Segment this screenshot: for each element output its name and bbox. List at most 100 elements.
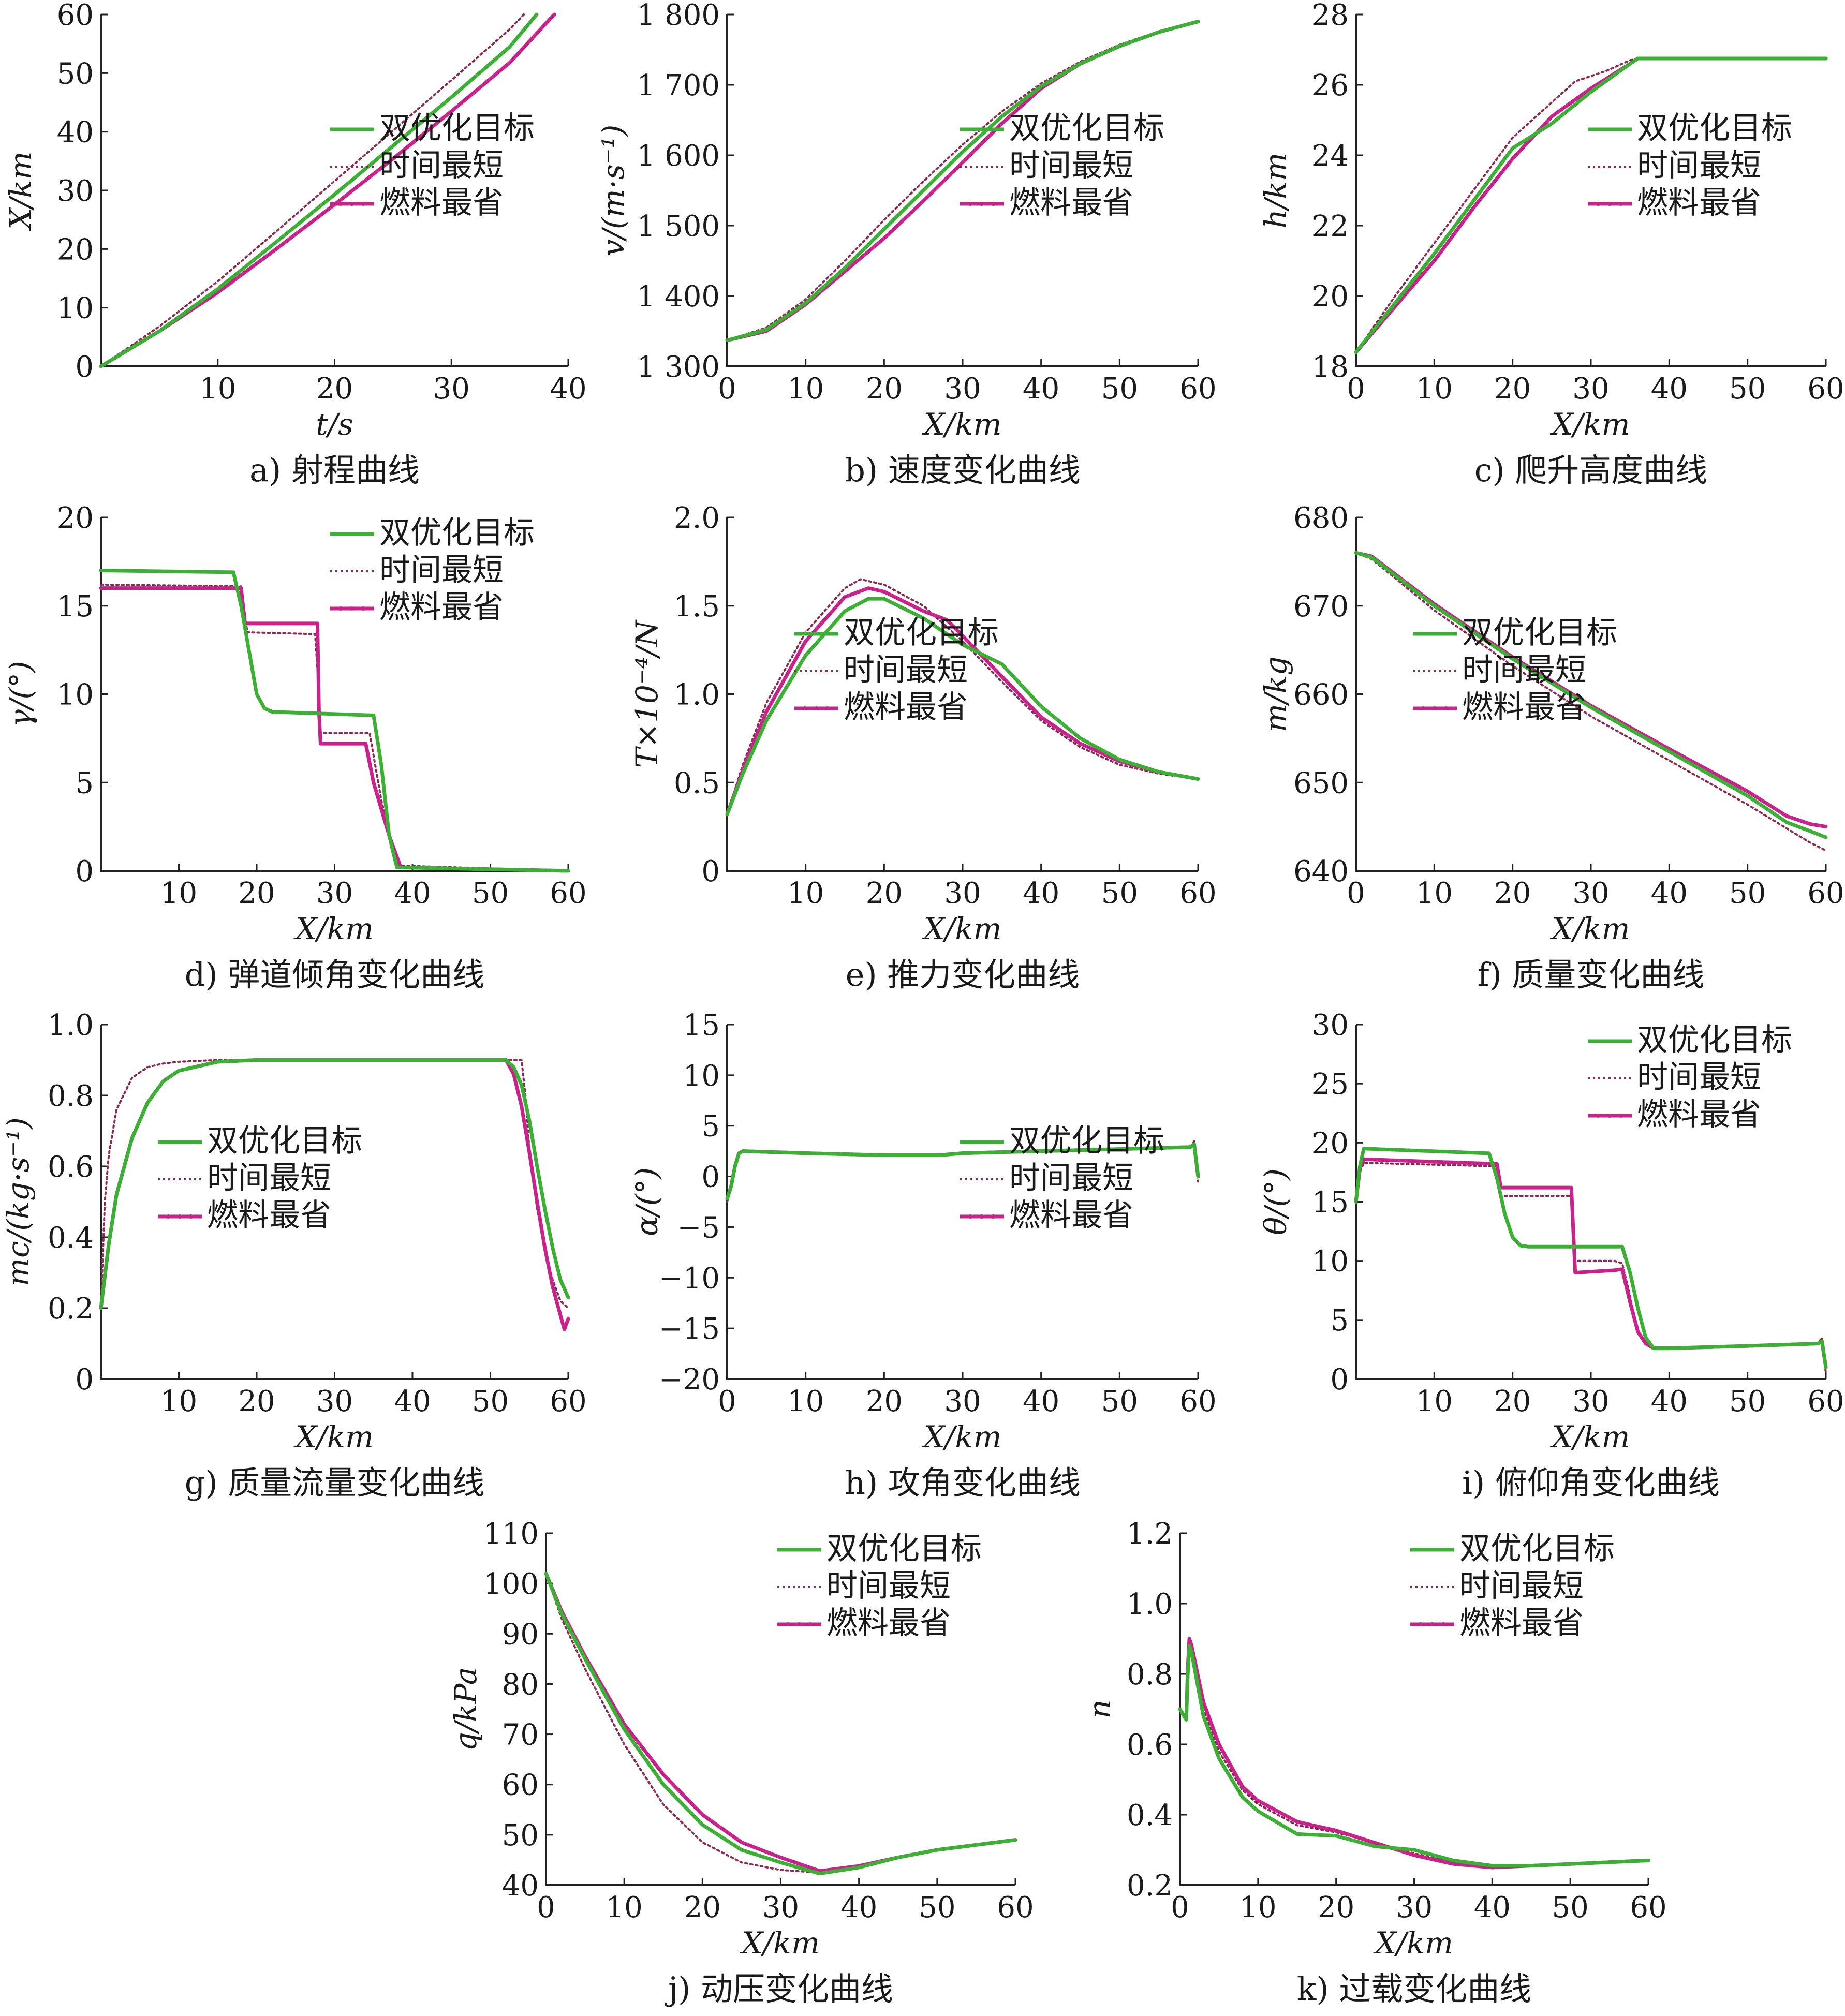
legend-marker: [786, 1622, 790, 1626]
y-tick-label: 1 800: [637, 0, 720, 32]
series-line-fuel-minimum: [1354, 551, 1828, 829]
y-tick-label: 0.6: [1127, 1728, 1173, 1762]
legend-marker: [1441, 1622, 1445, 1626]
legend-label: 燃料最省: [1637, 1096, 1761, 1133]
series-line-dual-objective: [544, 1572, 1017, 1876]
legend-label: 双优化目标: [1459, 1531, 1615, 1567]
x-tick-label: 60: [1179, 372, 1216, 406]
chart-caption: g) 质量流量变化曲线: [185, 1464, 485, 1502]
chart-d: 10 20 30 40 50 60 0 5 10 15 20 X/km γ/(°) d) 弹道倾角变化曲线…: [3, 501, 587, 994]
y-tick-label: 1.0: [674, 678, 720, 712]
series-line-dual-objective: [99, 12, 539, 368]
y-tick-label: 20: [57, 233, 94, 266]
chart-c: 0 10 20 30 40 50 60 18 20 22 24 26 28 X/km h/km c) 爬升高度…: [1258, 0, 1844, 489]
x-tick-label: 60: [550, 877, 586, 910]
y-axis-label: θ/(°): [1258, 1168, 1293, 1235]
y-tick-label: 680: [1293, 501, 1349, 535]
y-tick-label: 0.6: [48, 1150, 94, 1184]
y-tick-label: 110: [483, 1517, 539, 1551]
x-tick-label: 0: [718, 1385, 736, 1418]
x-tick-label: 20: [866, 372, 903, 406]
x-tick-label: 20: [238, 1385, 275, 1418]
y-tick-label: 50: [57, 57, 94, 91]
x-tick-label: 50: [472, 877, 509, 910]
legend-label: 时间最短: [1459, 1568, 1584, 1604]
x-tick-label: 50: [1101, 877, 1138, 910]
chart-f: 0 10 20 30 40 50 60 640 650 660 670 680 X/km m/kg f) 质…: [1258, 501, 1844, 994]
x-tick-label: 50: [1101, 1385, 1138, 1418]
legend-marker: [350, 606, 354, 611]
series-line-time-minimum: [1355, 57, 1827, 353]
chart-caption: e) 推力变化曲线: [846, 956, 1080, 994]
x-tick-label: 60: [1807, 372, 1844, 406]
y-tick-label: 10: [57, 292, 94, 325]
x-axis-label: X/km: [293, 911, 374, 946]
x-tick-label: 20: [1318, 1891, 1354, 1924]
chart-caption: j) 动压变化曲线: [665, 1970, 893, 2008]
x-tick-label: 10: [787, 1385, 824, 1418]
chart-h: 0 10 20 30 40 50 60 −20 −15 −10 −5 0 5 10 15 X/km α/(°) h…: [629, 1009, 1217, 1502]
x-tick-label: 60: [1630, 1891, 1666, 1924]
legend-label: 双优化目标: [826, 1531, 982, 1567]
y-axis-label: q/kPa: [448, 1667, 483, 1752]
series-line-time-minimum: [100, 583, 569, 872]
x-tick-label: 30: [944, 372, 981, 406]
legend-label: 双优化目标: [1637, 1022, 1792, 1058]
chart-j: 0 10 20 30 40 50 60 40 50 60 70 80 90 100 110 X/km q/kPa…: [448, 1517, 1034, 2008]
x-tick-label: 60: [1179, 877, 1216, 910]
x-tick-label: 40: [840, 1891, 877, 1924]
y-tick-label: 0.4: [1127, 1799, 1173, 1832]
legend-marker: [803, 706, 807, 710]
chart-caption: k) 过载变化曲线: [1297, 1970, 1531, 2008]
legend-label: 时间最短: [826, 1568, 951, 1604]
x-tick-label: 60: [1179, 1385, 1216, 1418]
legend-marker: [1421, 706, 1425, 710]
series-line-fuel-minimum: [99, 1058, 570, 1331]
y-tick-label: 15: [57, 590, 94, 624]
legend-label: 燃料最省: [207, 1197, 331, 1234]
chart-caption: c) 爬升高度曲线: [1474, 451, 1708, 489]
y-tick-label: 80: [502, 1668, 539, 1701]
chart-k: 0 10 20 30 40 50 60 0.2 0.4 0.6 0.8 1.0 1.2 X/km n k) 过…: [1082, 1517, 1667, 2008]
series-line-time-minimum: [1179, 1644, 1649, 1867]
x-tick-label: 50: [1552, 1891, 1589, 1924]
x-tick-label: 30: [433, 372, 470, 406]
legend-label: 双优化目标: [379, 515, 535, 551]
y-tick-label: 20: [1312, 280, 1349, 314]
x-tick-label: 20: [1494, 1385, 1531, 1418]
x-tick-label: 30: [762, 1891, 799, 1924]
series-line-time-minimum: [1355, 552, 1827, 852]
legend-label: 燃料最省: [379, 185, 504, 221]
series-line-dual-objective: [725, 597, 1200, 817]
y-tick-label: 0: [701, 1161, 720, 1194]
legend-marker: [991, 1214, 995, 1219]
x-axis-label: X/km: [293, 1419, 374, 1455]
y-tick-label: 0.8: [1127, 1658, 1173, 1692]
y-tick-label: 30: [57, 174, 94, 208]
y-tick-label: 0.2: [48, 1292, 94, 1326]
y-tick-label: 0: [1330, 1363, 1349, 1397]
chart-g: 10 20 30 40 50 60 0 0.2 0.4 0.6 0.8 1.0 X/km mc/(kg·s…: [1, 1009, 587, 1502]
legend-marker: [1419, 1622, 1423, 1626]
y-tick-label: 100: [483, 1567, 539, 1601]
legend-label: 燃料最省: [1009, 185, 1133, 221]
legend-marker: [1607, 1114, 1612, 1118]
x-tick-label: 40: [1023, 877, 1059, 910]
y-tick-label: 660: [1293, 678, 1349, 712]
legend-marker: [1619, 1114, 1623, 1118]
series-line-time-minimum: [100, 1059, 569, 1309]
series-line-dual-objective: [99, 1058, 570, 1310]
y-axis-label: α/(°): [629, 1167, 665, 1236]
series-line-fuel-minimum: [99, 586, 570, 873]
x-tick-label: 40: [394, 877, 431, 910]
legend-label: 时间最短: [1009, 1160, 1133, 1196]
y-tick-label: 0: [701, 855, 720, 888]
y-axis-label: X/km: [3, 152, 38, 232]
legend-label: 时间最短: [1637, 1059, 1761, 1095]
y-tick-label: 18: [1312, 350, 1349, 384]
